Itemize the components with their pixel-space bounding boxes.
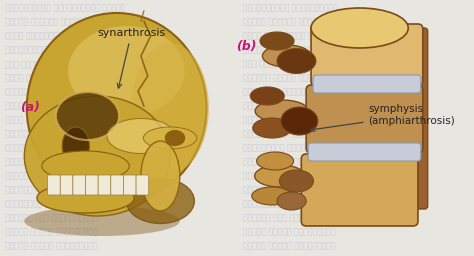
Text: กวยตน สมถาคด กยตภถาสมคว: กวยตน สมถาคด กยตภถาสมคว xyxy=(5,17,107,27)
Ellipse shape xyxy=(250,87,284,105)
Text: กยตภถาสมค วยทน สมถาคด: กยตภถาสมค วยทน สมถาคด xyxy=(243,144,336,153)
Text: กยตภถาสม ควยทนต สมถาค: กยตภถาสม ควยทนต สมถาค xyxy=(5,199,98,208)
Text: กยตภถ าสมคว ยทนตาสมคด: กยตภถ าสมคว ยทนตาสมคด xyxy=(5,228,98,237)
FancyBboxPatch shape xyxy=(123,175,136,195)
Text: กยตภถา สมคว ยทนตาสมคด: กยตภถา สมคว ยทนตาสมคด xyxy=(243,172,336,180)
Text: กยตภถาสม ควยทน สมถาคด: กยตภถาสม ควยทน สมถาคด xyxy=(243,88,336,97)
Text: กยตภ ถาสมควยทน สมถาค: กยตภ ถาสมควยทน สมถาค xyxy=(243,31,331,40)
Text: กยตภ ถาสมควยทน สมถาค: กยตภ ถาสมควยทน สมถาค xyxy=(5,31,93,40)
Ellipse shape xyxy=(253,118,292,138)
Text: กวยตนา สมถ กยตภถาสมคว: กวยตนา สมถ กยตภถาสมคว xyxy=(5,214,98,222)
Ellipse shape xyxy=(42,151,129,181)
FancyBboxPatch shape xyxy=(306,85,423,153)
Text: (a): (a) xyxy=(20,101,40,114)
Ellipse shape xyxy=(37,183,134,213)
Text: กวยตนา สมถาค กยตภถาสม: กวยตนา สมถาค กยตภถาสม xyxy=(243,186,336,195)
Text: กวยตน าสมถ กยตภถาสมคว: กวยตน าสมถ กยตภถาสมคว xyxy=(243,157,336,166)
FancyBboxPatch shape xyxy=(73,175,85,195)
Text: กวยตน สมถา กยตภถาสมค: กวยตน สมถา กยตภถาสมค xyxy=(243,130,331,138)
Ellipse shape xyxy=(143,127,197,149)
Text: กวยตน าสมถ กยตภถาสมคว: กวยตน าสมถ กยตภถาสมคว xyxy=(5,157,98,166)
FancyBboxPatch shape xyxy=(47,175,60,195)
Text: กวยตน สมถาคด กยตภถาสม: กวยตน สมถาคด กยตภถาสม xyxy=(243,17,336,27)
Ellipse shape xyxy=(141,141,180,211)
Text: กวยตน สมถาค กยตภถาสมค: กวยตน สมถาค กยตภถาสมค xyxy=(5,241,98,251)
Ellipse shape xyxy=(260,32,294,50)
Text: กยตภถา สมคว ยทนตาสมคด: กยตภถา สมคว ยทนตาสมคด xyxy=(5,172,98,180)
Text: กยตภถาสม ควยทนต สมถาค: กยตภถาสม ควยทนต สมถาค xyxy=(243,199,336,208)
Text: กวยตนา สมถ กยตภถาสมคว: กวยตนา สมถ กยตภถาสมคว xyxy=(243,101,336,111)
Ellipse shape xyxy=(280,170,313,192)
Ellipse shape xyxy=(255,165,305,187)
Ellipse shape xyxy=(68,26,185,116)
Ellipse shape xyxy=(277,192,306,210)
Text: (b): (b) xyxy=(236,40,257,52)
Text: กยตภถาสมค วยทน สมถาคด: กยตภถาสมค วยทน สมถาคด xyxy=(5,144,98,153)
Ellipse shape xyxy=(277,48,316,73)
Ellipse shape xyxy=(256,152,293,170)
Text: กยตภถ าสมคว ยทนตาสมคด: กยตภถ าสมคว ยทนตาสมคด xyxy=(243,228,336,237)
Text: symphysis
(amphiarthrosis): symphysis (amphiarthrosis) xyxy=(310,104,456,131)
FancyBboxPatch shape xyxy=(98,175,111,195)
Text: กวยตนา สมถ กยตภถาสมคว: กวยตนา สมถ กยตภถาสมคว xyxy=(5,101,98,111)
Text: กยตภถาสม ควยทน สมถาคด: กยตภถาสม ควยทน สมถาคด xyxy=(5,88,98,97)
FancyBboxPatch shape xyxy=(311,24,423,86)
FancyBboxPatch shape xyxy=(111,175,123,195)
Ellipse shape xyxy=(263,45,311,67)
FancyBboxPatch shape xyxy=(308,143,421,161)
FancyBboxPatch shape xyxy=(313,75,421,93)
Text: กวยตนา สมถาค กยตภถาสม: กวยตนา สมถาค กยตภถาสม xyxy=(243,73,336,82)
Text: กยตภ ถาสมคว ยทนตาสมคด: กยตภ ถาสมคว ยทนตาสมคด xyxy=(243,115,336,124)
Ellipse shape xyxy=(56,92,119,140)
FancyBboxPatch shape xyxy=(60,175,73,195)
Ellipse shape xyxy=(131,43,209,173)
Text: กวยต นาสมถาค กยตภถาสมค: กวยต นาสมถาค กยตภถาสมค xyxy=(5,73,102,82)
Text: กวยตนา สมถาค กยตภถาสม: กวยตนา สมถาค กยตภถาสม xyxy=(5,186,98,195)
FancyBboxPatch shape xyxy=(401,28,428,209)
FancyBboxPatch shape xyxy=(301,154,418,226)
Ellipse shape xyxy=(24,96,170,216)
Ellipse shape xyxy=(27,13,207,203)
Text: กวยตนาสมถ กยตภถาสมคว ยทนต: กวยตนาสมถ กยตภถาสมคว ยทนต xyxy=(5,46,116,55)
Ellipse shape xyxy=(127,178,194,223)
Text: กยต ภถาสมคว ยทนตาสม: กยต ภถาสมคว ยทนตาสม xyxy=(243,59,327,69)
Ellipse shape xyxy=(252,187,292,205)
Ellipse shape xyxy=(165,131,185,145)
Text: กวยตน สมถา กยตภถาสมค: กวยตน สมถา กยตภถาสมค xyxy=(5,130,93,138)
Ellipse shape xyxy=(24,206,180,236)
Ellipse shape xyxy=(255,100,309,122)
Text: กยตภ ถาสมคว ยทนตาสมคด: กยตภ ถาสมคว ยทนตาสมคด xyxy=(5,115,98,124)
Text: กยต ภถาสมคว (กวย) ยทนตาสม: กยต ภถาสมคว (กวย) ยทนตาสม xyxy=(5,59,110,69)
Ellipse shape xyxy=(281,107,318,135)
Text: synarthrosis: synarthrosis xyxy=(97,28,165,88)
Text: กวยตนาสมถ กยตภถาสมคว: กวยตนาสมถ กยตภถาสมคว xyxy=(243,46,333,55)
Ellipse shape xyxy=(107,119,175,154)
Text: กวยตนา สมถ กยตภถาสมคว: กวยตนา สมถ กยตภถาสมคว xyxy=(243,214,336,222)
Ellipse shape xyxy=(311,8,408,48)
Text: กวยตน สมถาค กยตภถาสมค: กวยตน สมถาค กยตภถาสมค xyxy=(243,241,336,251)
Ellipse shape xyxy=(62,127,90,165)
FancyBboxPatch shape xyxy=(85,175,98,195)
FancyBboxPatch shape xyxy=(136,175,149,195)
Text: กยตภถาสมคว ยทนตาสมคดบ: กยตภถาสมคว ยทนตาสมคดบ xyxy=(243,4,338,13)
Text: กยตภถาสมคว ยทนตาสมคดบ กยตภถ: กยตภถาสมคว ยทนตาสมคดบ กยตภถ xyxy=(5,4,125,13)
